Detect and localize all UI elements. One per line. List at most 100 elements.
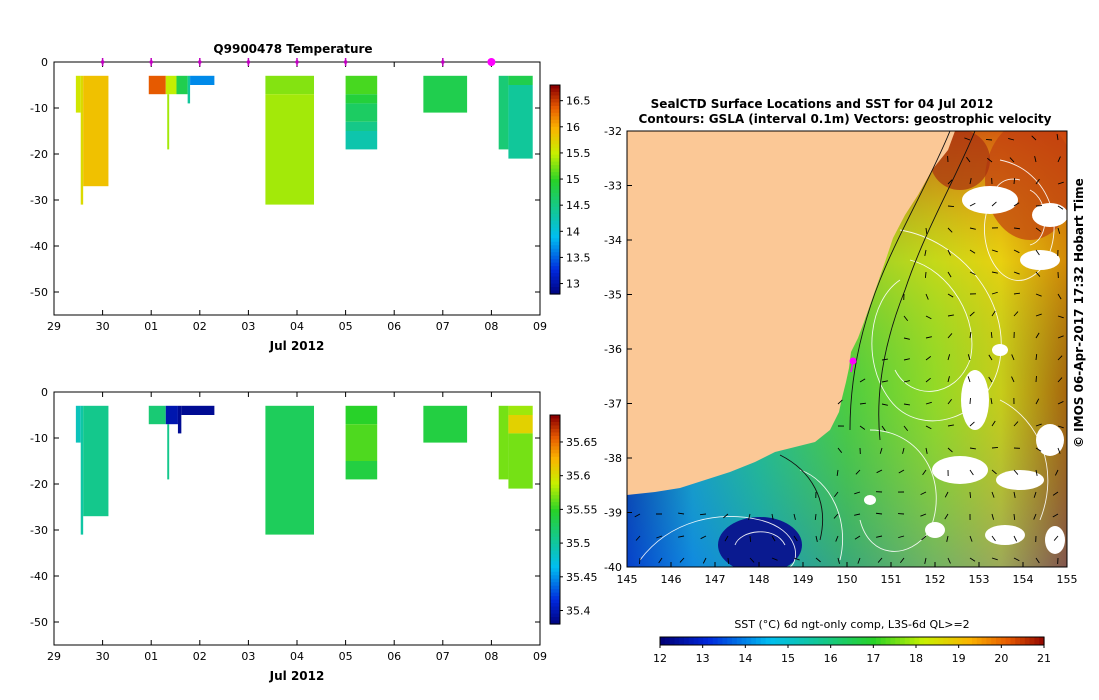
map-y-tick-label-2: -34 bbox=[604, 234, 622, 247]
vector-25 bbox=[814, 513, 817, 521]
vector-38 bbox=[859, 425, 866, 430]
profile-cell-10 bbox=[265, 94, 315, 205]
vector-144 bbox=[1009, 157, 1015, 163]
colorbar-swatch-5 bbox=[550, 432, 560, 437]
y-tick-label-4: -40 bbox=[30, 240, 48, 253]
colorbar-swatch-29 bbox=[550, 516, 560, 521]
colorbar-swatch-24 bbox=[550, 498, 560, 503]
sst-colorbar-swatch-45 bbox=[876, 637, 882, 645]
profile-cell-13 bbox=[345, 103, 378, 122]
colorbar-swatch-0 bbox=[550, 85, 560, 90]
x-tick-label-6: 05 bbox=[339, 320, 353, 333]
vector-91 bbox=[947, 314, 954, 317]
sst-colorbar-swatch-19 bbox=[751, 637, 757, 645]
profile-cell-4 bbox=[165, 75, 177, 95]
sst-colorbar-tick-label-2: 14 bbox=[738, 652, 752, 665]
salinity-profile-cells bbox=[75, 405, 533, 535]
profile-cell-5 bbox=[165, 405, 178, 425]
profile-cell-19 bbox=[508, 85, 533, 159]
colorbar-swatch-13 bbox=[550, 130, 560, 135]
colorbar-swatch-43 bbox=[550, 564, 560, 569]
vector-175 bbox=[1035, 398, 1040, 405]
vector-8 bbox=[679, 557, 685, 563]
sst-colorbar-swatch-12 bbox=[717, 637, 723, 645]
vector-140 bbox=[991, 513, 995, 520]
sst-colorbar-swatch-5 bbox=[684, 637, 690, 645]
vector-117 bbox=[969, 447, 976, 450]
colorbar-swatch-5 bbox=[550, 102, 560, 107]
vector-67 bbox=[899, 557, 905, 564]
vector-2 bbox=[639, 557, 641, 565]
sst-colorbar-swatch-1 bbox=[664, 637, 671, 645]
profile-cell-16 bbox=[508, 433, 533, 489]
map-x-tick-label-0: 145 bbox=[617, 573, 638, 586]
time-marker-dot-2 bbox=[198, 60, 202, 64]
sst-colorbar-swatch-67 bbox=[981, 637, 987, 645]
colorbar-swatch-7 bbox=[550, 109, 560, 114]
x-tick-label-7: 06 bbox=[387, 320, 401, 333]
vector-161 bbox=[1013, 535, 1018, 542]
colorbar-swatch-49 bbox=[550, 255, 560, 260]
vector-196 bbox=[1057, 425, 1064, 429]
vector-129 bbox=[991, 271, 998, 274]
profile-cell-12 bbox=[345, 94, 378, 104]
vector-134 bbox=[988, 376, 993, 383]
profile-cell-15 bbox=[508, 415, 533, 434]
colorbar-swatch-52 bbox=[550, 266, 560, 271]
sst-colorbar-swatch-54 bbox=[919, 637, 925, 645]
vector-199 bbox=[1052, 491, 1059, 496]
sst-colorbar-tick-label-7: 19 bbox=[952, 652, 966, 665]
sst-colorbar-swatch-2 bbox=[669, 637, 675, 645]
vector-88 bbox=[947, 249, 951, 256]
colorbar-swatch-42 bbox=[550, 231, 560, 236]
x-tick-label-4: 03 bbox=[241, 320, 255, 333]
vector-28 bbox=[837, 399, 843, 405]
colorbar-swatch-32 bbox=[550, 196, 560, 201]
vector-77 bbox=[925, 425, 932, 430]
x-tick-label-3: 02 bbox=[193, 650, 207, 663]
vector-15 bbox=[748, 513, 751, 520]
vector-137 bbox=[991, 446, 999, 449]
sst-colorbar-swatch-24 bbox=[775, 637, 781, 645]
vector-118 bbox=[969, 469, 974, 476]
profile-cell-11 bbox=[345, 75, 378, 95]
colorbar-swatch-29 bbox=[550, 186, 560, 191]
colorbar-swatch-44 bbox=[550, 238, 560, 243]
colorbar-swatch-10 bbox=[550, 449, 560, 454]
profile-cell-9 bbox=[345, 405, 378, 425]
x-tick-label-0: 29 bbox=[47, 320, 61, 333]
map-axes: 145 146 147 148 149 150 151 152 153 154 155 -32 -33 -… bbox=[604, 125, 1077, 586]
salinity-xlabel: Jul 2012 bbox=[269, 669, 325, 683]
vector-21 bbox=[793, 513, 796, 520]
colorbar-swatch-18 bbox=[550, 147, 560, 152]
sst-map-panel: SealCTD Surface Locations and SST for 04… bbox=[604, 97, 1086, 665]
vector-57 bbox=[903, 337, 910, 340]
colorbar-swatch-56 bbox=[550, 610, 560, 615]
vector-35 bbox=[837, 557, 840, 564]
colorbar-swatch-22 bbox=[550, 161, 560, 166]
vector-81 bbox=[920, 513, 927, 517]
colorbar-swatch-17 bbox=[550, 144, 560, 149]
vector-165 bbox=[1035, 178, 1040, 185]
colorbar-swatch-49 bbox=[550, 585, 560, 590]
colorbar-swatch-26 bbox=[550, 175, 560, 180]
colorbar-swatch-8 bbox=[550, 112, 560, 117]
vector-71 bbox=[925, 293, 929, 300]
sst-colorbar-tick-label-9: 21 bbox=[1037, 652, 1051, 665]
colorbar-swatch-33 bbox=[550, 199, 560, 205]
colorbar-swatch-15 bbox=[550, 467, 560, 472]
x-tick-label-7: 06 bbox=[387, 650, 401, 663]
vector-143 bbox=[1008, 138, 1015, 141]
map-x-tick-label-1: 146 bbox=[661, 573, 682, 586]
colorbar-swatch-21 bbox=[550, 488, 560, 493]
vector-103 bbox=[964, 137, 971, 141]
colorbar-swatch-50 bbox=[550, 589, 560, 594]
y-tick-label-5: -50 bbox=[30, 286, 48, 299]
y-tick-label-3: -30 bbox=[30, 524, 48, 537]
sst-colorbar-swatch-16 bbox=[736, 637, 743, 645]
colorbar-tick-label-2: 35.55 bbox=[566, 503, 598, 516]
vector-66 bbox=[898, 535, 905, 539]
colorbar-swatch-34 bbox=[550, 203, 560, 208]
colorbar-swatch-2 bbox=[550, 91, 560, 97]
profile-cell-17 bbox=[498, 75, 509, 150]
